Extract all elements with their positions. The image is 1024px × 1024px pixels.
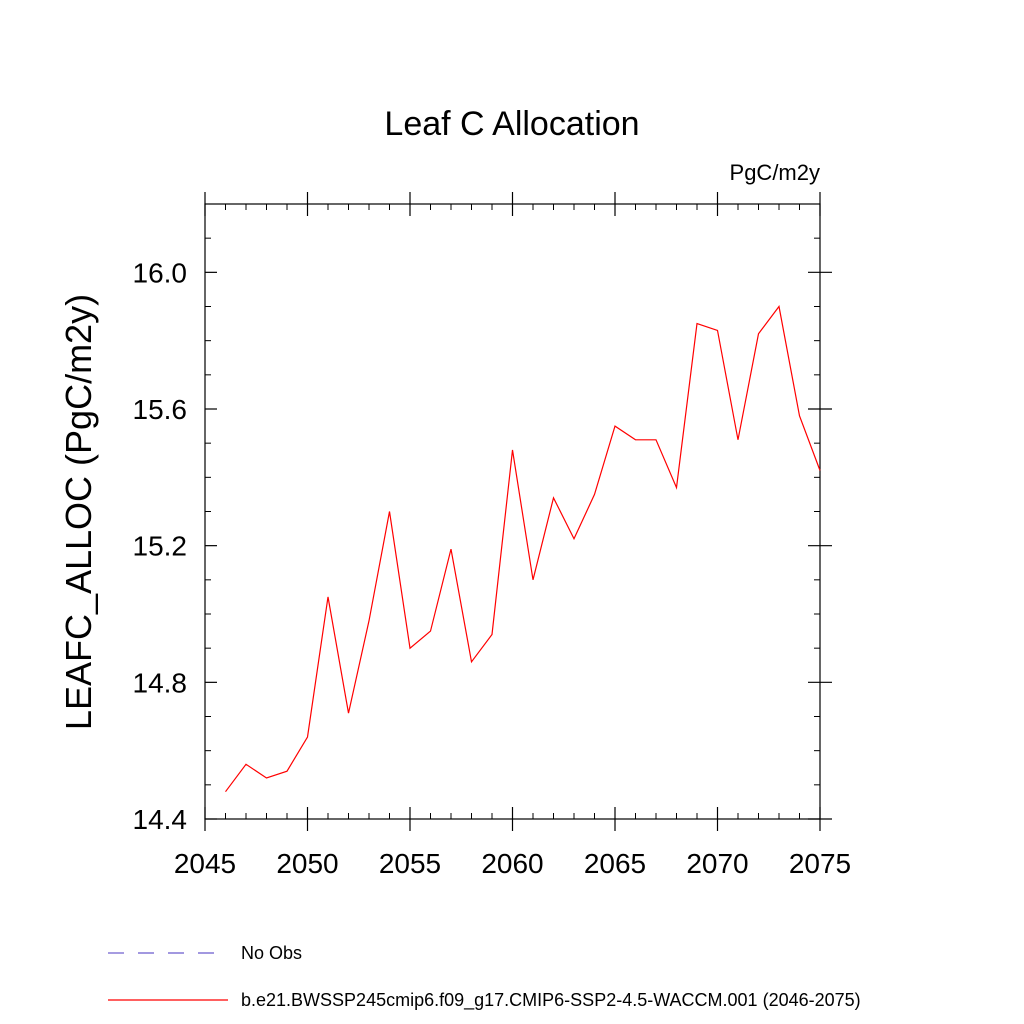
y-tick-label: 14.8 <box>133 667 188 698</box>
y-tick-label: 14.4 <box>133 804 188 835</box>
legend: No Obs b.e21.BWSSP245cmip6.f09_g17.CMIP6-… <box>108 943 861 1011</box>
x-tick-label: 2050 <box>276 848 338 879</box>
series-line <box>225 305 821 793</box>
x-tick-label: 2060 <box>481 848 543 879</box>
y-tick-label: 16.0 <box>133 257 188 288</box>
x-tick-label: 2065 <box>584 848 646 879</box>
chart-title: Leaf C Allocation <box>384 105 639 143</box>
x-tick-label: 2070 <box>686 848 748 879</box>
plot-frame <box>204 203 821 820</box>
plot-area: 2045 2050 2055 2060 2065 2070 2075 14.4 14.8 15.2… <box>133 192 851 879</box>
x-tick-label: 2075 <box>789 848 851 879</box>
y-tick-label: 15.6 <box>133 394 188 425</box>
legend-label: b.e21.BWSSP245cmip6.f09_g17.CMIP6-SSP2-4… <box>241 990 861 1011</box>
x-tick-label: 2055 <box>379 848 441 879</box>
y-tick-label: 15.2 <box>133 531 188 562</box>
y-axis-label: LEAFC_ALLOC (PgC/m2y) <box>58 294 99 730</box>
x-tick-label: 2045 <box>174 848 236 879</box>
legend-label: No Obs <box>241 943 302 963</box>
units-label: PgC/m2y <box>730 160 820 185</box>
